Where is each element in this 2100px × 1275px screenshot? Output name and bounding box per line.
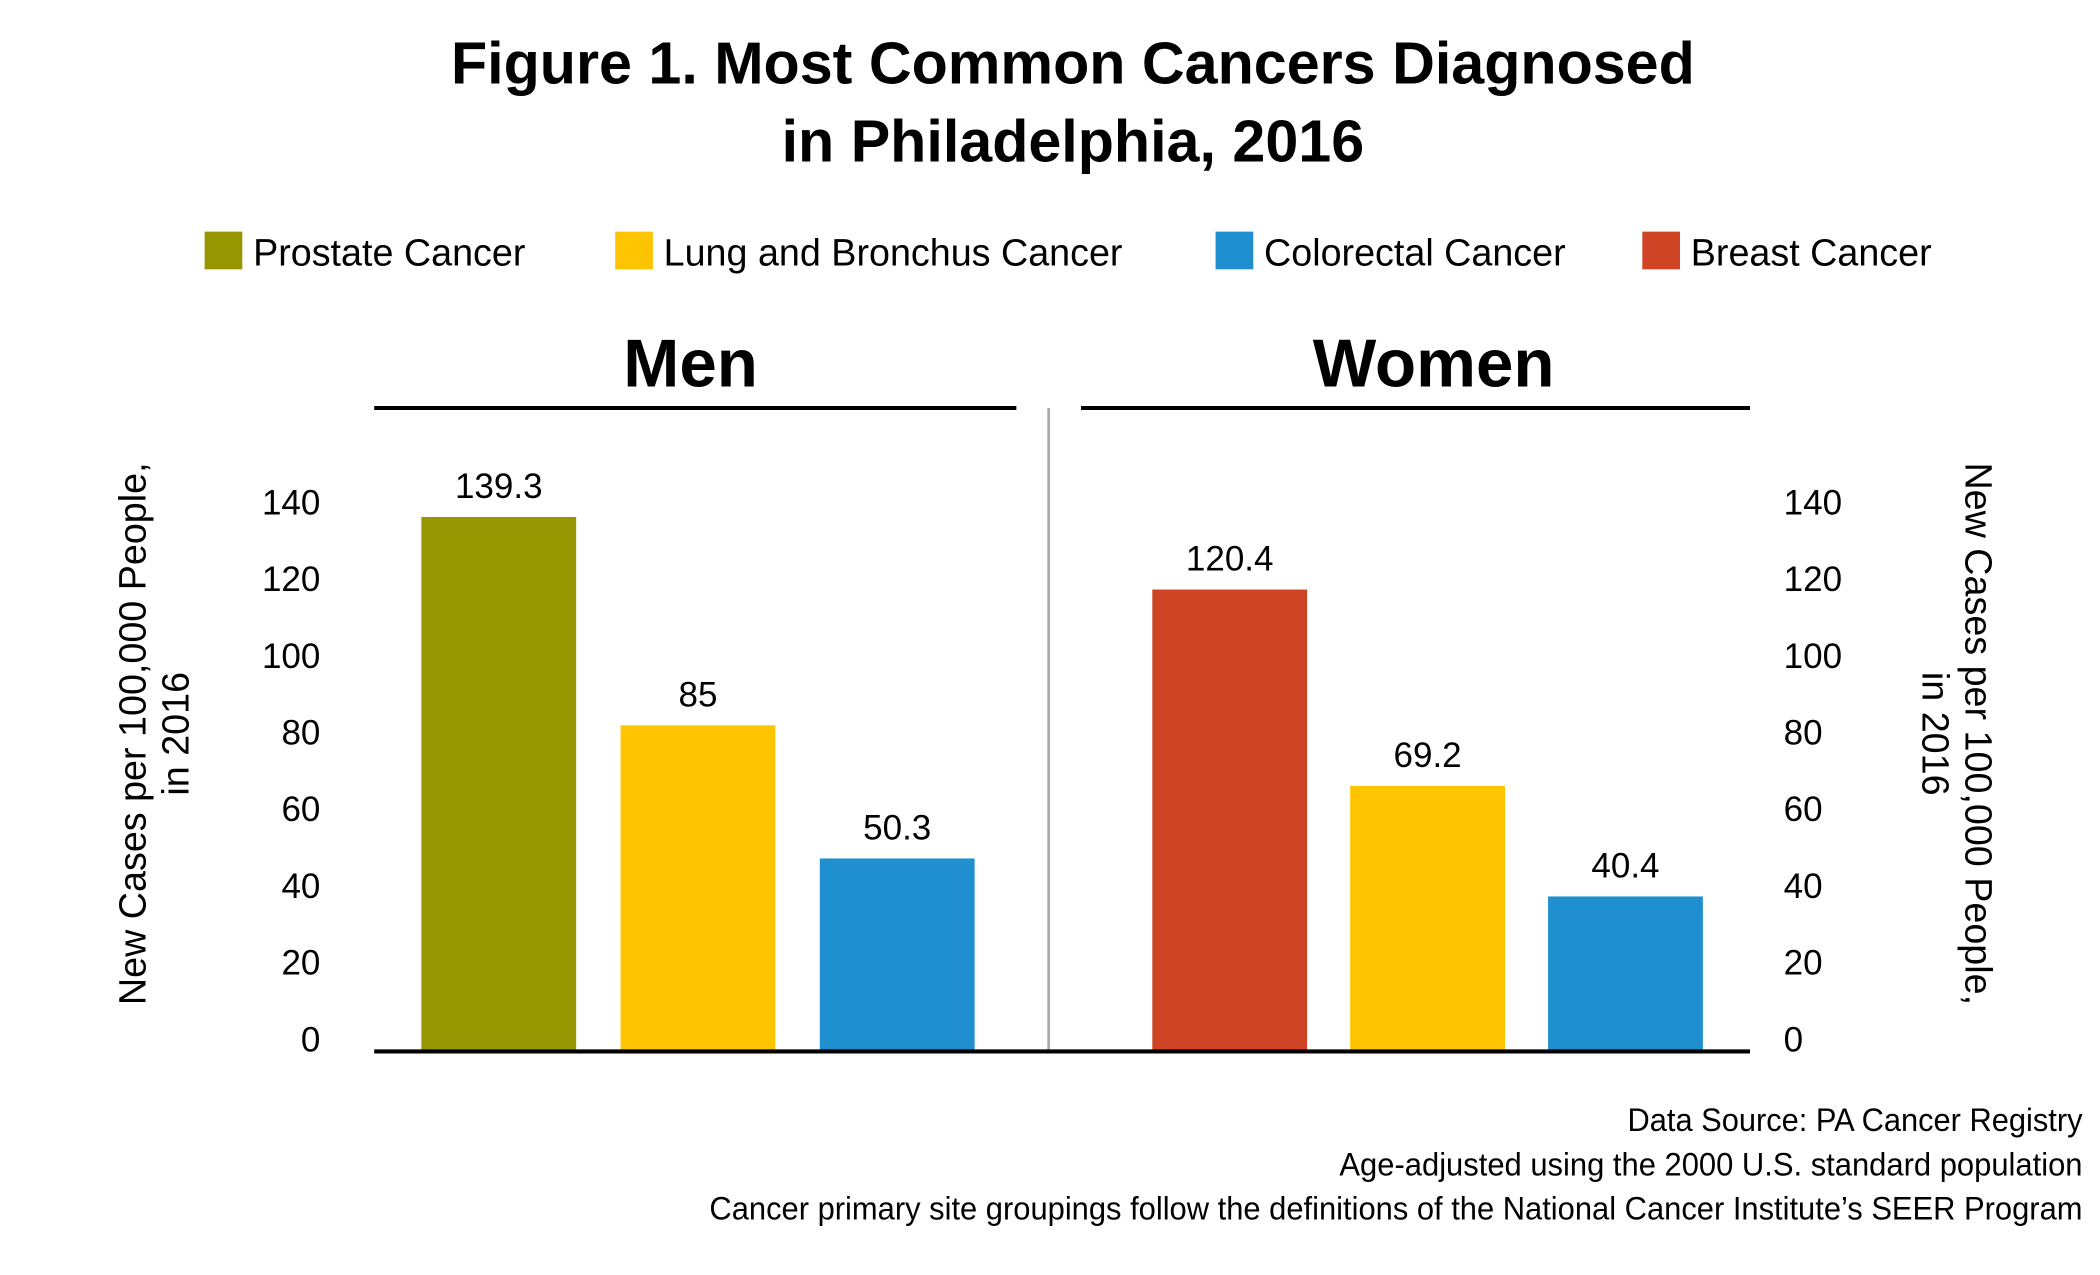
y-tick-label-left: 0 xyxy=(301,1020,320,1059)
legend-swatch xyxy=(204,231,243,270)
data-label: 40.4 xyxy=(1591,847,1659,886)
y-tick-label-left: 140 xyxy=(262,483,320,522)
y-axis-label-right-line-1: New Cases per 100,000 People, xyxy=(1957,462,1999,1005)
bar-men-prostate-cancer xyxy=(421,517,577,1052)
data-label: 85 xyxy=(679,675,718,714)
footnote-1: Data Source: PA Cancer Registry xyxy=(1628,1102,2084,1138)
y-axis-label-left-line-1: New Cases per 100,000 People, xyxy=(111,462,153,1005)
bar-women-colorectal-cancer xyxy=(1548,896,1703,1052)
y-tick-label-right: 0 xyxy=(1784,1020,1803,1059)
legend-swatch xyxy=(1215,231,1254,270)
bar-men-colorectal-cancer xyxy=(819,858,975,1052)
bar-women-breast-cancer xyxy=(1152,589,1308,1052)
footnote-2: Age-adjusted using the 2000 U.S. standar… xyxy=(1339,1146,2082,1182)
y-tick-label-right: 140 xyxy=(1784,483,1842,522)
bar-women-lung-and-bronchus-cancer xyxy=(1350,785,1505,1052)
y-axis-label-left-line-2: in 2016 xyxy=(154,672,196,796)
y-tick-label-left: 60 xyxy=(281,790,320,829)
data-label: 139.3 xyxy=(455,467,543,506)
footnote-3: Cancer primary site groupings follow the… xyxy=(709,1191,2082,1227)
legend-label: Prostate Cancer xyxy=(253,231,525,273)
chart-title-line-1: Figure 1. Most Common Cancers Diagnosed xyxy=(451,30,1695,97)
legend: Prostate Cancer Lung and Bronchus Cancer C… xyxy=(204,231,1932,273)
y-tick-label-left: 100 xyxy=(262,637,320,676)
legend-swatch xyxy=(1642,231,1680,270)
y-tick-label-right: 40 xyxy=(1784,867,1823,906)
legend-label: Colorectal Cancer xyxy=(1264,231,1566,273)
legend-label: Lung and Bronchus Cancer xyxy=(664,231,1123,273)
legend-label: Breast Cancer xyxy=(1691,231,1932,273)
y-tick-label-right: 100 xyxy=(1784,637,1842,676)
y-tick-label-left: 80 xyxy=(281,714,320,753)
y-tick-label-left: 40 xyxy=(281,867,320,906)
panel-title-women: Women xyxy=(1313,326,1555,401)
y-tick-label-right: 80 xyxy=(1784,714,1823,753)
chart-title-line-2: in Philadelphia, 2016 xyxy=(782,108,1365,175)
bar-men-lung-and-bronchus-cancer xyxy=(620,725,776,1052)
data-label: 69.2 xyxy=(1394,736,1462,775)
y-tick-label-left: 20 xyxy=(281,944,320,983)
y-tick-label-right: 120 xyxy=(1784,560,1842,599)
data-label: 120.4 xyxy=(1186,540,1274,579)
legend-swatch xyxy=(615,231,653,270)
y-axis-label-right-line-2: in 2016 xyxy=(1914,672,1956,796)
y-tick-label-right: 20 xyxy=(1784,944,1823,983)
y-tick-label-left: 120 xyxy=(262,560,320,599)
y-tick-label-right: 60 xyxy=(1784,790,1823,829)
data-label: 50.3 xyxy=(863,809,931,848)
panel-title-men: Men xyxy=(623,326,758,401)
